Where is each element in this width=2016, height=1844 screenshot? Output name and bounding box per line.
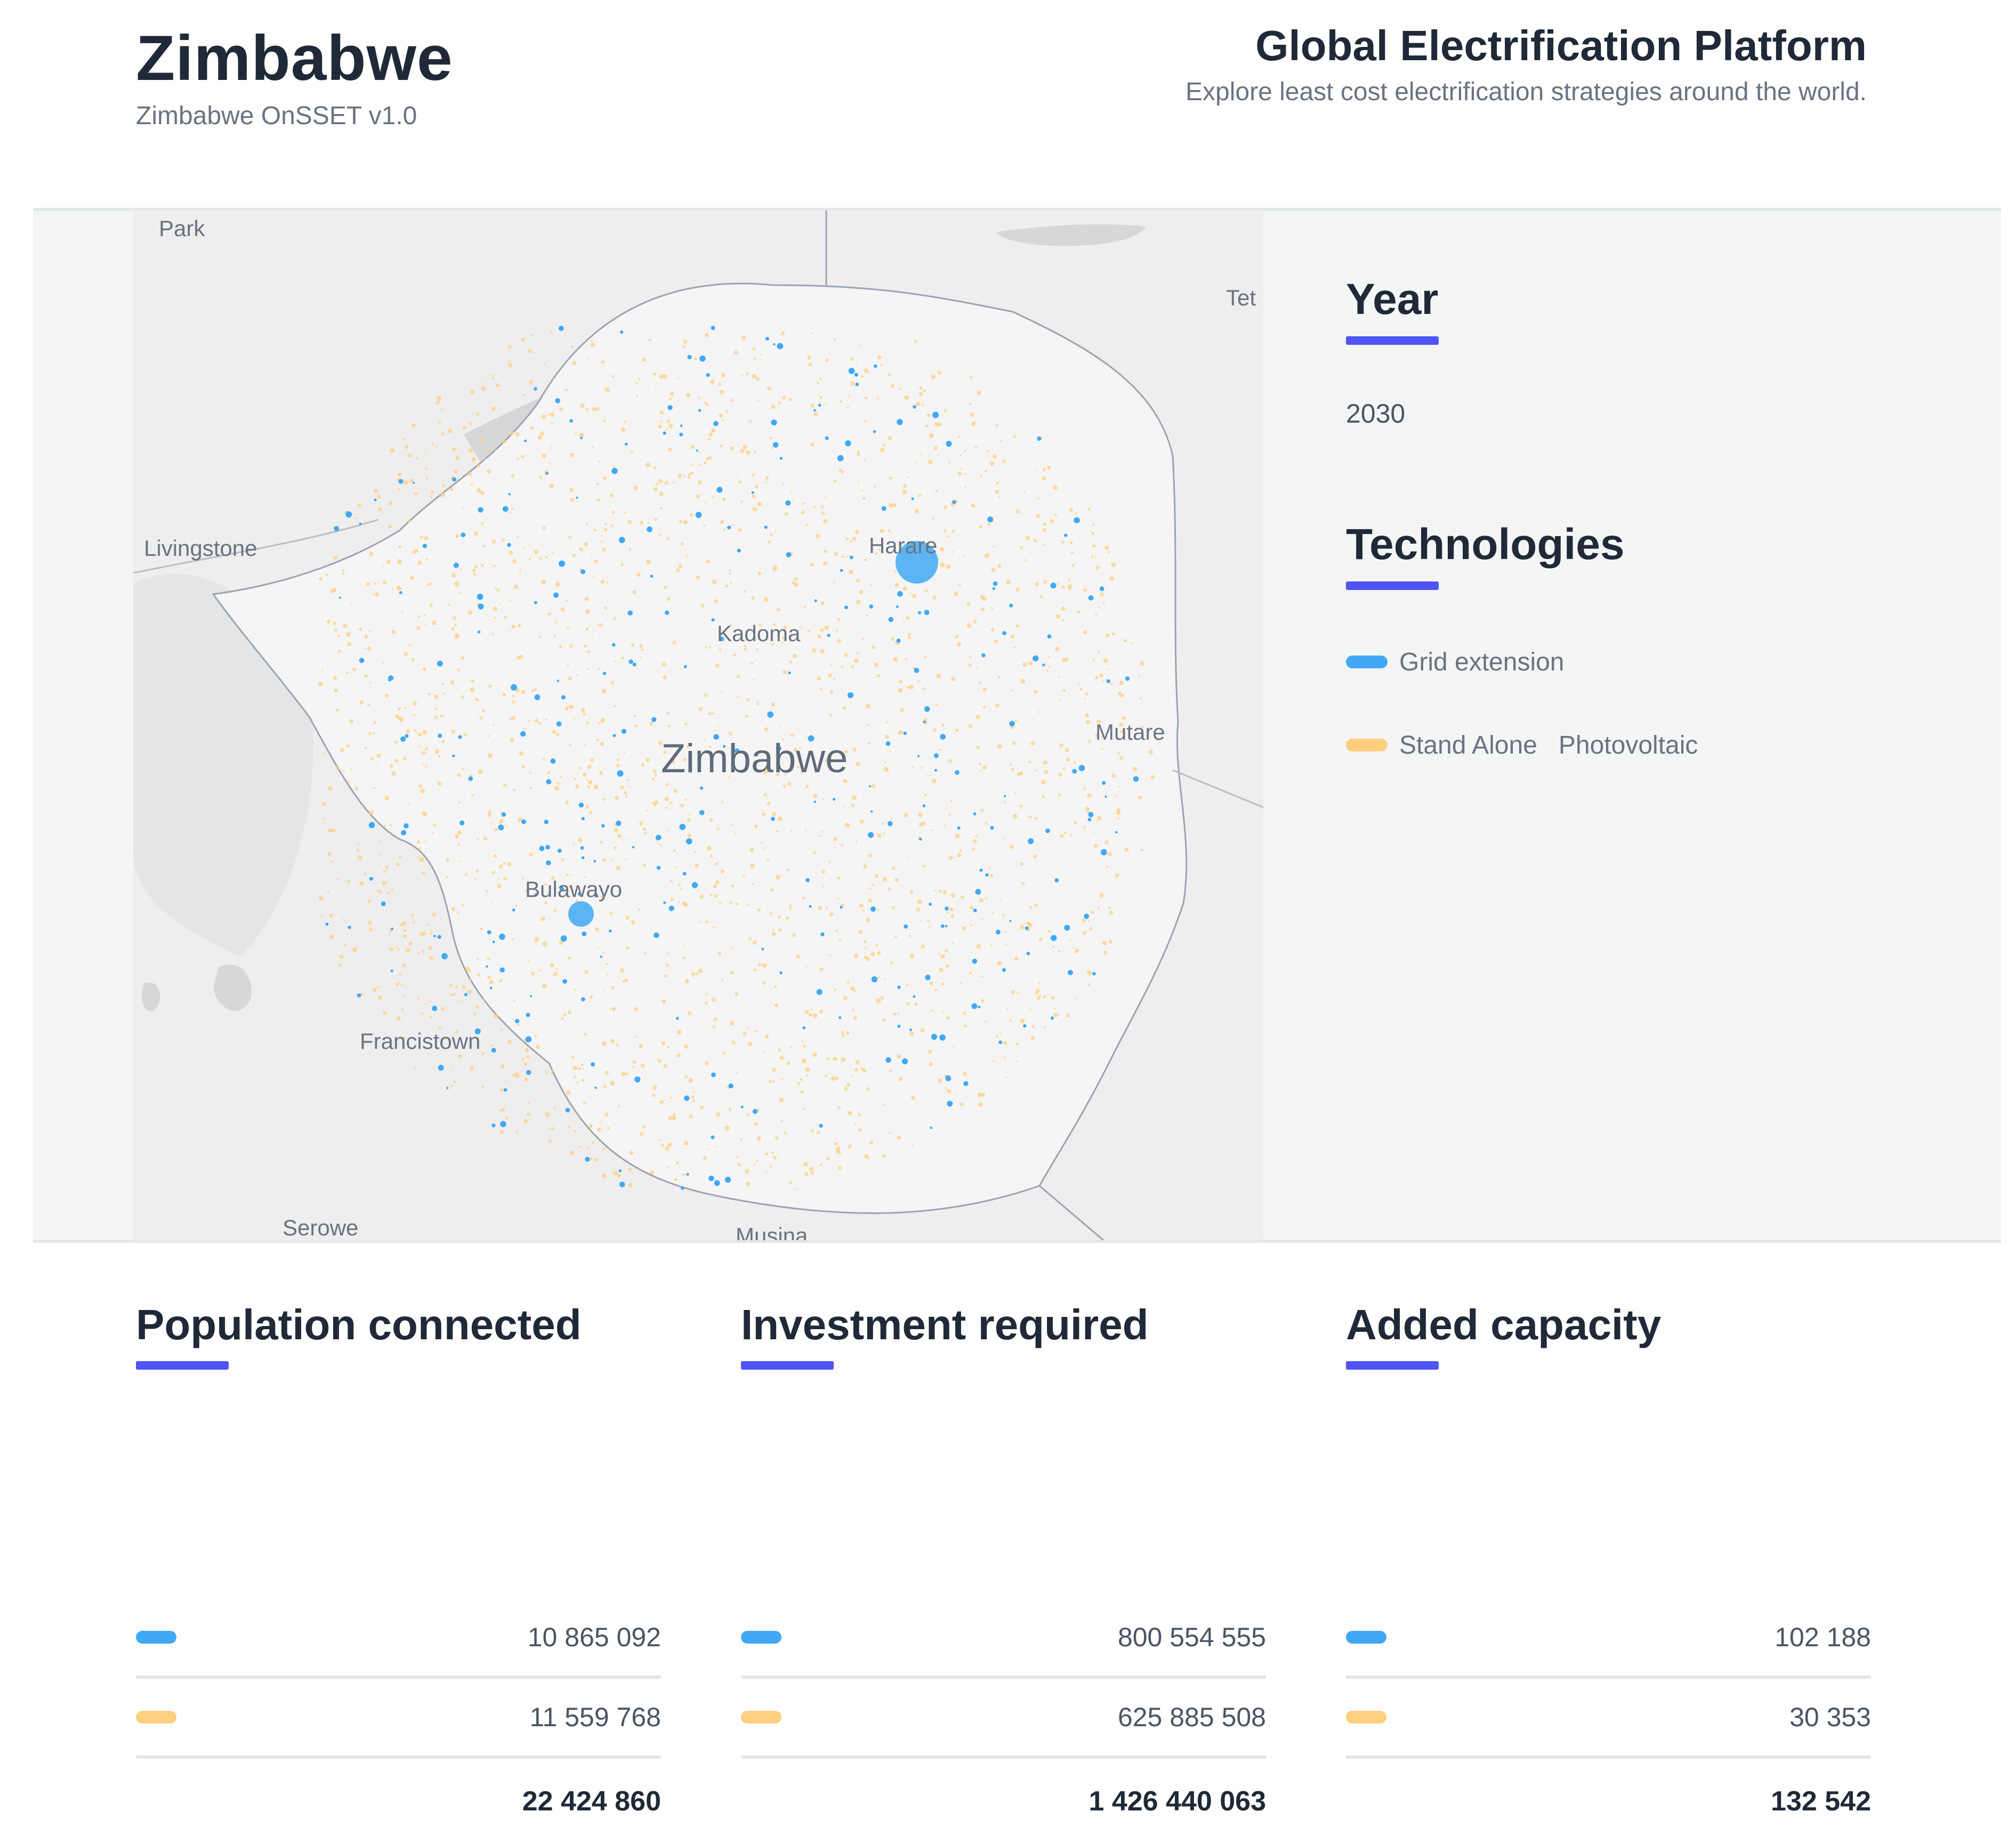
stat-row-solar: 30 353 [1346, 1679, 1871, 1759]
stat-total-value: 132 542 [1771, 1786, 1871, 1817]
platform-tagline: Explore least cost electrification strat… [1186, 78, 1867, 106]
solar-swatch-icon [1346, 739, 1388, 751]
heading-underline [1346, 581, 1439, 590]
stat-row-solar: 11 559 768 [136, 1679, 661, 1759]
stat-heading: Investment required [741, 1301, 1149, 1348]
stat-value: 625 885 508 [1117, 1702, 1266, 1732]
solar-swatch-icon [741, 1711, 781, 1724]
stat-total: 132 542 [1346, 1759, 1871, 1844]
heading-underline [136, 1361, 229, 1370]
map-label-park: Park [159, 216, 205, 241]
map-canvas [133, 211, 1263, 1240]
stat-value: 102 188 [1775, 1622, 1871, 1652]
settlement-points [318, 326, 1155, 1190]
map-label-harare: Harare [869, 533, 938, 558]
platform-title[interactable]: Global Electrification Platform [1255, 22, 1867, 69]
map-label-tet: Tet [1226, 285, 1256, 310]
map-label-kadoma: Kadoma [717, 621, 801, 646]
legend-label: Stand Alone Photovoltaic [1399, 731, 1698, 759]
stat-value: 11 559 768 [529, 1702, 661, 1732]
border-line [1039, 1185, 1104, 1240]
stat-population: Population connected 10 865 092 11 559 7… [136, 1300, 661, 1817]
technologies-panel: Technologies Grid extension Stand Alone … [1346, 520, 1932, 761]
map-label-bulawayo: Bulawayo [525, 877, 623, 902]
stat-total: 22 424 860 [136, 1759, 661, 1844]
heading-underline [1346, 336, 1439, 345]
stat-total-value: 1 426 440 063 [1088, 1786, 1266, 1817]
heading-underline [741, 1361, 834, 1370]
map-label-francistown: Francistown [360, 1029, 481, 1054]
page-header: Zimbabwe Zimbabwe OnSSET v1.0 Global Ele… [0, 0, 2016, 208]
map-label-livingstone: Livingstone [144, 536, 257, 561]
stat-heading: Population connected [136, 1301, 582, 1348]
map-label-serowe: Serowe [283, 1215, 359, 1240]
stat-heading: Added capacity [1346, 1301, 1662, 1348]
stat-row-grid: 102 188 [1346, 1599, 1871, 1679]
map-label-country: Zimbabwe [661, 736, 848, 781]
stat-row-grid: 10 865 092 [136, 1599, 661, 1679]
grid-swatch-icon [1346, 1631, 1386, 1644]
grid-swatch-icon [136, 1631, 176, 1644]
stat-row-solar: 625 885 508 [741, 1679, 1266, 1759]
map-label-mutare: Mutare [1095, 719, 1165, 745]
country-shape [212, 282, 1188, 1214]
heading-underline [1346, 1361, 1439, 1370]
legend-label: Grid extension [1399, 648, 1565, 676]
country-title: Zimbabwe [136, 22, 453, 94]
lake-west-2 [142, 982, 160, 1011]
map-label-musina: Musina [736, 1223, 808, 1240]
border-line [133, 519, 379, 574]
stat-value: 30 353 [1789, 1702, 1871, 1732]
stat-value: 10 865 092 [527, 1622, 661, 1652]
legend-item-solar[interactable]: Stand Alone Photovoltaic [1346, 729, 1932, 761]
stat-total-value: 22 424 860 [522, 1786, 661, 1817]
model-version: Zimbabwe OnSSET v1.0 [136, 102, 417, 130]
stat-total: 1 426 440 063 [741, 1759, 1266, 1844]
lake-west [213, 964, 252, 1011]
stat-value: 800 554 555 [1117, 1622, 1266, 1652]
year-value[interactable]: 2030 [1346, 399, 1406, 428]
year-heading: Year [1346, 275, 1439, 323]
solar-swatch-icon [1346, 1711, 1386, 1724]
lake-cahora [997, 224, 1146, 246]
grid-swatch-icon [1346, 656, 1388, 668]
legend-item-grid[interactable]: Grid extension [1346, 646, 1932, 678]
grid-swatch-icon [741, 1631, 781, 1644]
solar-swatch-icon [136, 1711, 176, 1724]
map-view[interactable]: Park Tet Livingstone Harare Kadoma Zimba… [133, 211, 1263, 1240]
border-line [1172, 769, 1263, 808]
stat-investment: Investment required 800 554 555 625 885 … [741, 1300, 1266, 1817]
stat-capacity: Added capacity 102 188 30 353 132 542 [1346, 1300, 1871, 1817]
year-panel: Year 2030 [1346, 274, 1879, 429]
neighbour-region [133, 573, 313, 957]
summary-stats: Population connected 10 865 092 11 559 7… [0, 1300, 2016, 1822]
stat-row-grid: 800 554 555 [741, 1599, 1266, 1679]
technologies-heading: Technologies [1346, 520, 1625, 569]
